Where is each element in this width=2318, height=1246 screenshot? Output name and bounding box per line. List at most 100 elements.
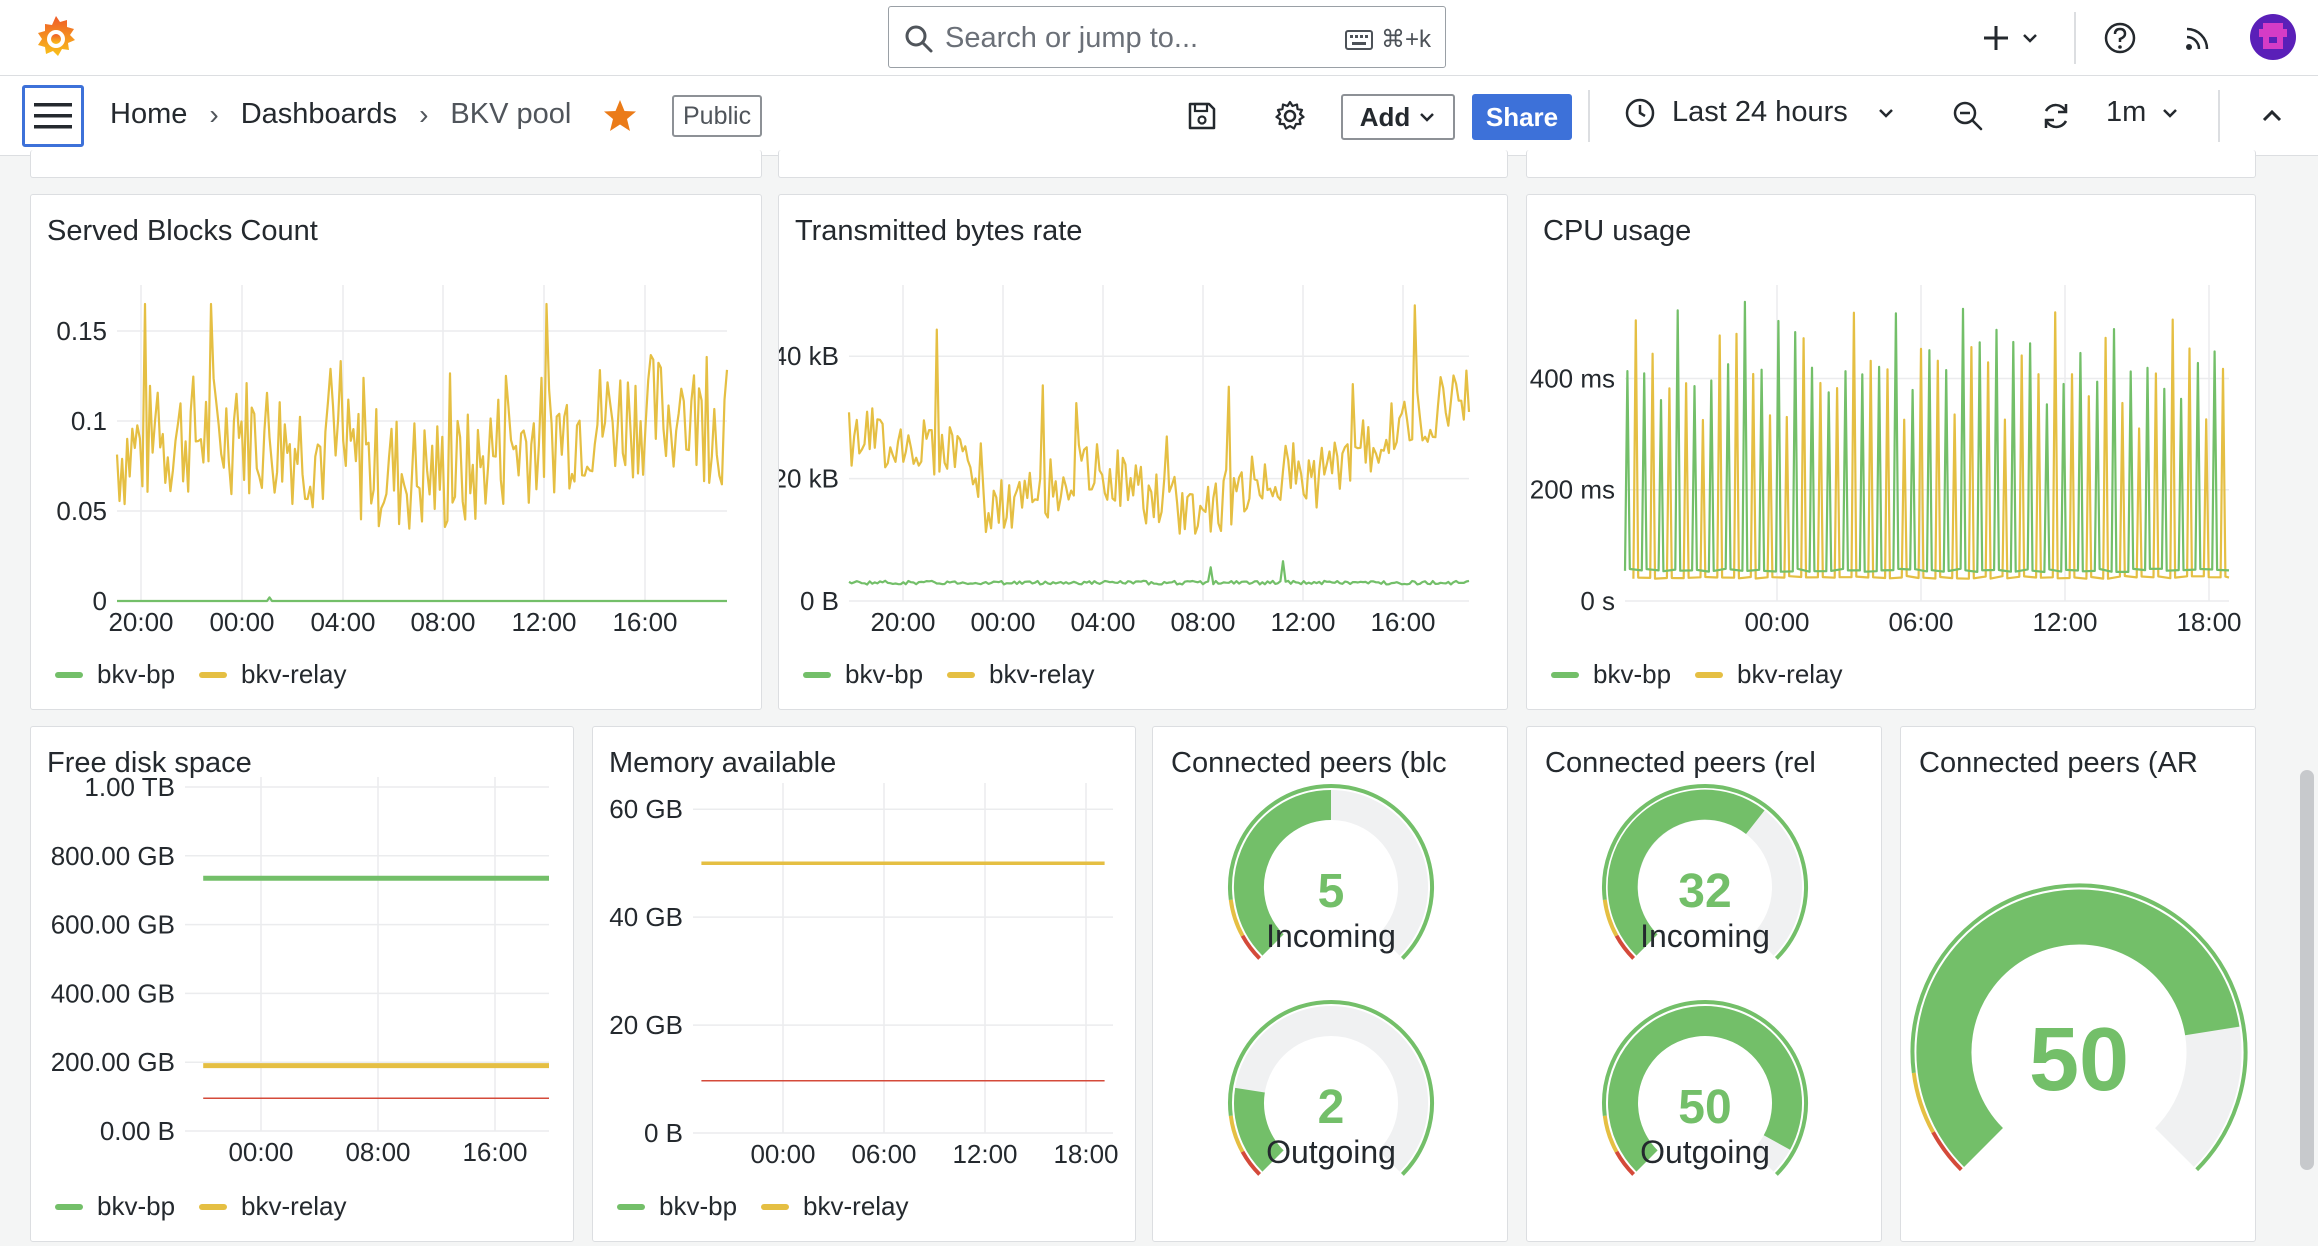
legend-item-bkv-relay[interactable]: bkv-relay: [199, 659, 347, 690]
add-button-label: Add: [1359, 101, 1411, 132]
search-icon: [905, 25, 933, 53]
legend-item-bkv-bp[interactable]: bkv-bp: [803, 659, 923, 690]
x-tick-label: 12:00: [1270, 607, 1335, 637]
panel-title: Connected peers (blc: [1171, 747, 1447, 779]
dashboard-settings-button[interactable]: [1270, 96, 1310, 136]
grafana-logo-icon[interactable]: [30, 12, 82, 64]
help-button[interactable]: [2100, 18, 2140, 58]
gauge-threshold-yellow: [1602, 1115, 1619, 1153]
legend-item-bkv-bp[interactable]: bkv-bp: [1551, 659, 1671, 690]
panel-title: Memory available: [609, 747, 837, 779]
y-tick-label: 600.00 GB: [51, 910, 175, 940]
breadcrumb-dashboards[interactable]: Dashboards: [240, 98, 398, 130]
legend-label: bkv-relay: [241, 1191, 347, 1221]
user-avatar-icon: [2250, 14, 2296, 60]
series-bkv-relay: [115, 302, 729, 530]
time-range-picker[interactable]: Last 24 hours: [1624, 96, 1896, 129]
panel-memory-available[interactable]: Memory available 00:00 06:00 12:00 18:00 60 …: [592, 726, 1136, 1242]
gauge-threshold-green: [1228, 784, 1434, 960]
refresh-icon: [2044, 103, 2068, 129]
search-box[interactable]: Search or jump to... ⌘+k: [888, 6, 1446, 68]
legend-item-bkv-bp[interactable]: bkv-bp: [617, 1191, 737, 1222]
breadcrumb-current: BKV pool: [450, 98, 572, 130]
zoom-out-button[interactable]: [1948, 96, 1988, 136]
gauge-label: Outgoing: [1640, 1134, 1770, 1170]
search-placeholder: Search or jump to...: [945, 22, 1199, 54]
help-icon: [2104, 22, 2136, 54]
legend-label: bkv-bp: [97, 659, 176, 689]
gauge-threshold-green: [1602, 1000, 1808, 1176]
y-tick-label: 0.00 B: [100, 1116, 175, 1146]
legend-item-bkv-relay[interactable]: bkv-relay: [1695, 659, 1843, 690]
legend-item-bkv-relay[interactable]: bkv-relay: [947, 659, 1095, 690]
gauge-threshold-red: [1931, 1131, 1963, 1172]
new-menu-button[interactable]: [1978, 18, 2044, 58]
save-icon: [1188, 102, 1216, 130]
breadcrumb-separator: ›: [419, 98, 429, 130]
chevron-down-icon: [2023, 34, 2037, 43]
memory-available-chart: 00:00 06:00 12:00 18:00 60 GB 40 GB 20 GB 0 B: [609, 783, 1119, 1169]
gauge-label: Incoming: [1266, 918, 1396, 954]
x-tick-label: 08:00: [410, 607, 475, 637]
star-icon[interactable]: [602, 98, 638, 134]
legend-item-bkv-bp[interactable]: bkv-bp: [55, 1191, 175, 1222]
gauge-threshold-yellow: [1911, 1072, 1935, 1134]
gauge-value-arc: [1234, 1087, 1285, 1172]
legend-item-bkv-bp[interactable]: bkv-bp: [55, 659, 175, 690]
y-tick-label: 0.1: [71, 406, 107, 436]
chart-legend: bkv-bp bkv-relay: [617, 1191, 909, 1222]
public-badge: Public: [672, 95, 763, 137]
refresh-interval-picker[interactable]: 1m: [2106, 96, 2180, 129]
collapse-toolbar-button[interactable]: [2252, 96, 2292, 136]
panel-connected-peers-rel[interactable]: Connected peers (rel 32 Incoming 50 Outgoin…: [1526, 726, 1882, 1242]
panel-title: CPU usage: [1543, 215, 1692, 247]
gauge-threshold-green: [1602, 784, 1808, 960]
legend-swatch: [199, 1203, 228, 1210]
navbar-divider: [1588, 90, 1590, 142]
legend-item-bkv-relay[interactable]: bkv-relay: [761, 1191, 909, 1222]
panel-cutoff: [778, 150, 1508, 178]
breadcrumb-home[interactable]: Home: [110, 98, 188, 130]
chevron-down-icon: [2163, 108, 2178, 118]
menu-toggle-button[interactable]: [22, 85, 84, 147]
panel-connected-peers-blc[interactable]: Connected peers (blc 5 Incoming 2 Outgoing: [1152, 726, 1508, 1242]
gauge-threshold-yellow: [1228, 899, 1245, 937]
x-tick-label: 06:00: [1888, 607, 1953, 637]
x-tick-label: 12:00: [511, 607, 576, 637]
search-shortcut: ⌘+k: [1344, 25, 1431, 54]
dashboard-nav-bar: Home › Dashboards › BKV pool Public Add …: [0, 76, 2318, 156]
gauge-threshold-red: [1614, 934, 1636, 960]
profile-button[interactable]: [2248, 12, 2298, 62]
gauge-value: 32: [1678, 865, 1731, 918]
scrollbar-thumb[interactable]: [2300, 770, 2314, 1170]
add-button[interactable]: Add: [1341, 94, 1455, 140]
legend-item-bkv-relay[interactable]: bkv-relay: [199, 1191, 347, 1222]
cpu-usage-chart: 00:00 06:00 12:00 18:00 400 ms 200 ms 0 s: [1530, 285, 2242, 637]
save-dashboard-button[interactable]: [1182, 96, 1222, 136]
panel-title: Free disk space: [47, 747, 252, 779]
y-tick-label: 0 s: [1580, 586, 1615, 616]
panel-free-disk-space[interactable]: Free disk space 00:00 08:00 16:00 1.00 TB 80…: [30, 726, 574, 1242]
legend-swatch: [761, 1203, 790, 1210]
gauge-label: Outgoing: [1266, 1134, 1396, 1170]
refresh-button[interactable]: [2036, 96, 2076, 136]
share-button[interactable]: Share: [1472, 94, 1572, 140]
series-bkv-relay: [847, 304, 1471, 535]
peers-ar-gauge: 50: [1910, 883, 2248, 1172]
panel-transmitted-bytes[interactable]: Transmitted bytes rate 20:00 00:00 04:00 08…: [778, 194, 1508, 710]
y-tick-label: 40 GB: [609, 902, 683, 932]
x-tick-label: 08:00: [1170, 607, 1235, 637]
y-tick-label: 400 ms: [1530, 363, 1615, 393]
panel-served-blocks[interactable]: Served Blocks Count 20:00 00:00 04:00 08:00…: [30, 194, 762, 710]
breadcrumb-separator: ›: [209, 98, 219, 130]
panel-connected-peers-ar[interactable]: Connected peers (AR 50: [1900, 726, 2256, 1242]
navbar-divider: [2218, 90, 2220, 142]
legend-label: bkv-bp: [659, 1191, 738, 1221]
news-button[interactable]: [2178, 18, 2218, 58]
gauge-threshold-red: [1240, 934, 1262, 960]
panel-cpu-usage[interactable]: CPU usage 00:00 06:00 12:00 18:00 400 ms 200 …: [1526, 194, 2256, 710]
gauge-threshold-yellow: [1602, 899, 1619, 937]
y-tick-label: 0.05: [56, 496, 107, 526]
x-tick-label: 00:00: [750, 1139, 815, 1169]
